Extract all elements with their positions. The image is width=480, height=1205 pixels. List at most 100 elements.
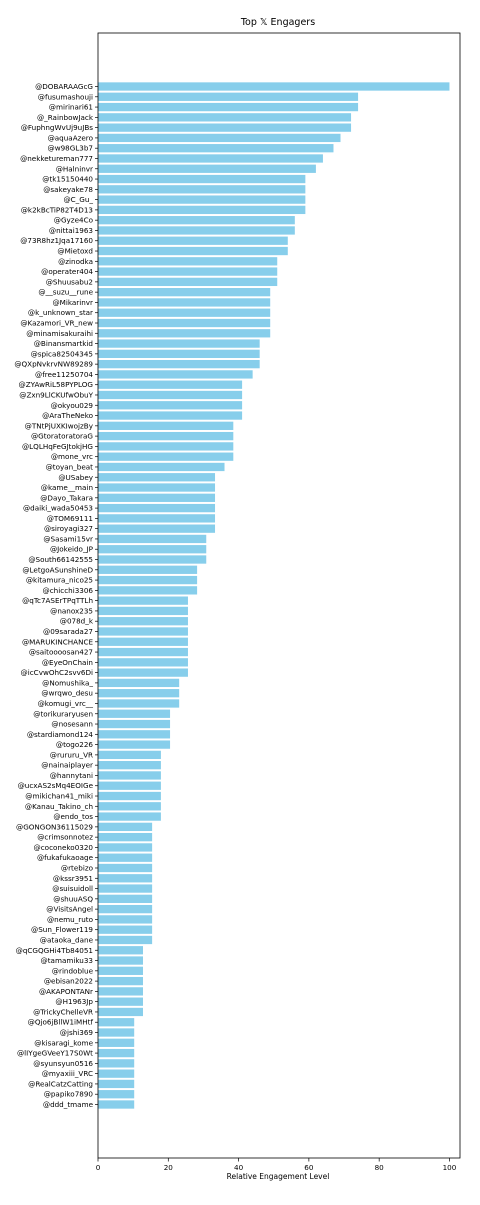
y-tick-label: @Kazamori_VR_new bbox=[20, 319, 93, 328]
x-tick-label: 100 bbox=[443, 1163, 457, 1172]
bar bbox=[98, 1007, 143, 1017]
bar bbox=[98, 288, 271, 297]
y-tick-label: @AKAPONTANr bbox=[39, 987, 93, 996]
bar bbox=[98, 154, 323, 163]
bar bbox=[98, 102, 359, 112]
y-tick-label: @saitoooosan427 bbox=[29, 648, 93, 657]
y-tick-label: @w98GL3b7 bbox=[48, 144, 94, 153]
y-tick-label: @fukafukaoage bbox=[37, 853, 94, 862]
y-tick-label: @daiki_wada50453 bbox=[23, 504, 93, 513]
bar bbox=[98, 935, 153, 945]
bar bbox=[98, 421, 234, 430]
bar bbox=[98, 925, 153, 934]
bar bbox=[98, 349, 260, 358]
y-tick-label: @Sasami15vr bbox=[43, 534, 93, 543]
bar bbox=[98, 627, 188, 636]
bar bbox=[98, 1028, 135, 1037]
y-tick-label: @rururu_VR bbox=[50, 750, 93, 759]
bar bbox=[98, 514, 216, 523]
y-tick-label: @FuphngWvUj9uJBs bbox=[21, 123, 94, 132]
bar bbox=[98, 390, 243, 400]
bar bbox=[98, 359, 260, 369]
bar bbox=[98, 462, 225, 472]
y-tick-label: @Kanau_Takino_ch bbox=[25, 802, 93, 811]
y-tick-label: @mirinari61 bbox=[49, 103, 93, 112]
bar bbox=[98, 329, 271, 338]
bar bbox=[98, 524, 216, 533]
y-tick-label: @coconeko0320 bbox=[34, 843, 94, 852]
y-tick-label: @USabey bbox=[58, 473, 93, 482]
y-tick-label: @nemu_ruto bbox=[47, 915, 93, 924]
bar bbox=[98, 946, 143, 955]
bar bbox=[98, 380, 243, 389]
bar bbox=[98, 843, 153, 852]
x-tick-label: 40 bbox=[234, 1163, 244, 1172]
bar bbox=[98, 904, 153, 914]
y-tick-label: @crimsonnotez bbox=[37, 833, 93, 842]
bar bbox=[98, 1018, 135, 1027]
bar bbox=[98, 771, 161, 780]
y-tick-label: @kame__main bbox=[41, 483, 93, 492]
bar bbox=[98, 318, 271, 328]
y-tick-label: @Binansmartkid bbox=[34, 339, 93, 348]
y-tick-label: @C_Gu_ bbox=[63, 195, 93, 204]
y-tick-label: @ucxAS2sMq4EOIGe bbox=[18, 781, 94, 790]
bar bbox=[98, 473, 216, 482]
bar bbox=[98, 246, 288, 256]
bar bbox=[98, 822, 153, 832]
y-tick-label: @TNtPjUXKIwojzBy bbox=[25, 421, 94, 430]
y-tick-label: @suisuidoll bbox=[52, 884, 93, 893]
y-tick-label: @73R8hz1Jqa17160 bbox=[20, 236, 93, 245]
bar bbox=[98, 575, 198, 585]
y-tick-label: @nosesann bbox=[51, 720, 93, 729]
y-tick-label: @mikichan41_miki bbox=[25, 792, 93, 801]
y-tick-label: @papiko7890 bbox=[44, 1090, 94, 1099]
y-tick-label: @078d_k bbox=[60, 617, 94, 626]
x-axis-label: Relative Engagement Level bbox=[227, 1172, 330, 1181]
x-tick-label: 0 bbox=[96, 1163, 101, 1172]
y-tick-label: @okyou029 bbox=[51, 401, 94, 410]
y-tick-label: @syunsyun0516 bbox=[33, 1059, 93, 1068]
y-tick-label: @sakeyake78 bbox=[43, 185, 93, 194]
bar bbox=[98, 853, 153, 862]
y-tick-label: @RealCatzCatting bbox=[28, 1079, 93, 1088]
y-tick-label: @kisaragi_kome bbox=[34, 1038, 93, 1047]
bar bbox=[98, 1059, 135, 1068]
bar bbox=[98, 740, 171, 749]
bar bbox=[98, 92, 359, 101]
y-tick-label: @spica82504345 bbox=[31, 349, 93, 358]
bar bbox=[98, 401, 243, 410]
y-tick-label: @GONGON36115029 bbox=[16, 822, 93, 831]
y-tick-label: @toyan_beat bbox=[46, 462, 94, 471]
bar bbox=[98, 411, 243, 420]
bar bbox=[98, 493, 216, 502]
y-tick-label: @tk15150440 bbox=[42, 175, 93, 184]
bar bbox=[98, 298, 271, 307]
y-tick-label: @AraTheNeko bbox=[42, 411, 93, 420]
bar bbox=[98, 1079, 135, 1089]
y-tick-label: @kitamura_nico25 bbox=[26, 576, 93, 585]
bar bbox=[98, 452, 234, 461]
bar bbox=[98, 1090, 135, 1099]
y-tick-label: @nekketureman777 bbox=[20, 154, 93, 163]
bar bbox=[98, 637, 188, 646]
y-tick-label: @siroyagi327 bbox=[44, 524, 93, 533]
y-tick-label: @Nomushika_ bbox=[42, 678, 93, 687]
x-tick-label: 60 bbox=[304, 1163, 314, 1172]
y-tick-label: @stardiamond124 bbox=[27, 730, 94, 739]
bar bbox=[98, 884, 153, 893]
x-tick-label: 20 bbox=[164, 1163, 174, 1172]
bar bbox=[98, 1100, 135, 1109]
y-tick-label: @GtoratoratoraG bbox=[31, 432, 93, 441]
y-tick-label: @09sarada27 bbox=[43, 627, 93, 636]
y-tick-label: @qCGQGHi4Tb84051 bbox=[16, 946, 93, 955]
bar bbox=[98, 144, 334, 153]
bar bbox=[98, 761, 161, 770]
bar bbox=[98, 257, 278, 266]
y-tick-label: @Qjo6jBllW1iMHtf bbox=[28, 1018, 94, 1027]
bar bbox=[98, 205, 306, 215]
bar bbox=[98, 216, 295, 225]
y-tick-label: @komugi_vrc__ bbox=[38, 699, 94, 708]
